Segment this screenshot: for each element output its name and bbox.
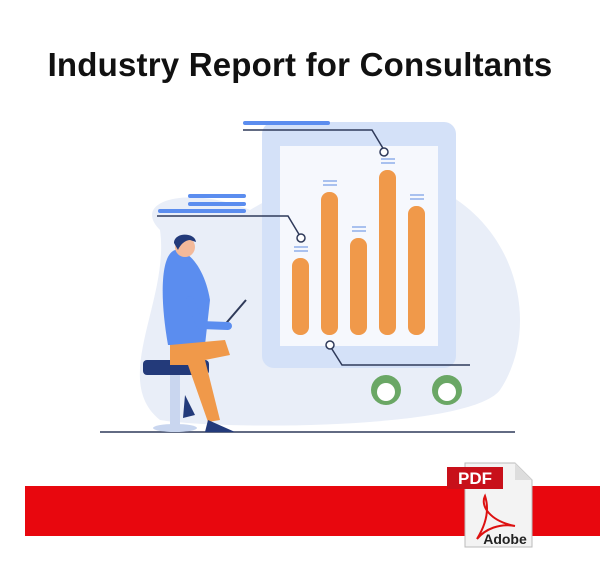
acrobat-logo-icon [476, 493, 516, 540]
person-figure [143, 234, 247, 432]
bar-chart [292, 170, 425, 335]
bar [379, 170, 396, 335]
adobe-label: Adobe [483, 531, 527, 547]
report-illustration [100, 121, 520, 433]
bar [408, 206, 425, 335]
bar [292, 258, 309, 335]
callout-lines [157, 129, 470, 366]
pdf-badge-text: PDF [458, 469, 492, 488]
gauge-icon [371, 375, 462, 405]
pdf-badge [447, 467, 503, 489]
pdf-file-icon[interactable]: PDF Adobe [445, 461, 545, 553]
page-title: Industry Report for Consultants [47, 46, 553, 83]
bar [321, 192, 338, 335]
bar [350, 238, 367, 335]
